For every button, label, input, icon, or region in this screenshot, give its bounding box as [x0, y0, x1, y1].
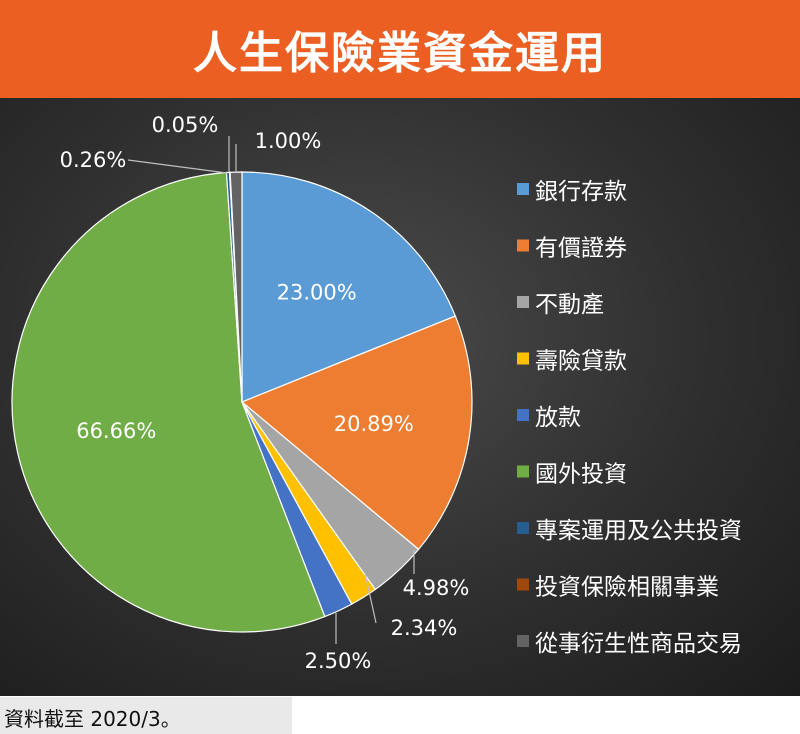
data-label: 0.05% [152, 113, 219, 137]
legend-label: 不動產 [535, 292, 604, 318]
legend-label: 專案運用及公共投資 [535, 518, 742, 544]
legend-label: 有價證券 [535, 236, 627, 262]
pie-slice [240, 315, 473, 551]
leader-line [127, 159, 228, 174]
pie-slice [229, 171, 243, 403]
data-label: 0.26% [60, 148, 127, 172]
data-label: 66.66% [76, 419, 156, 443]
legend-label: 銀行存款 [535, 179, 627, 205]
data-labels: 23.00% 20.89% 4.98% 2.34% 2.50% 66.66% 0.26% 0.… [60, 113, 470, 673]
pie-chart: 23.00% 20.89% 4.98% 2.34% 2.50% 66.66% 0.26% 0.… [11, 113, 742, 673]
legend-label: 投資保險相關事業 [535, 575, 719, 601]
data-label: 1.00% [255, 129, 322, 153]
pie-slice [11, 171, 326, 633]
legend-label: 從事衍生性商品交易 [535, 631, 742, 657]
legend-swatch [517, 522, 529, 534]
legend-swatch [517, 352, 529, 365]
legend-label: 放款 [535, 405, 581, 431]
legend-swatch [517, 296, 529, 308]
legend-swatch [517, 239, 529, 252]
data-label: 20.89% [334, 412, 414, 436]
data-label: 2.34% [391, 616, 458, 640]
pie-slice [241, 171, 457, 403]
leader-line [364, 572, 377, 624]
chart-panel: 23.00% 20.89% 4.98% 2.34% 2.50% 66.66% 0.26% 0.… [0, 98, 800, 696]
leader-lines [127, 136, 415, 644]
data-label: 23.00% [277, 280, 357, 304]
chart-title: 人生保險業資金運用 [193, 28, 607, 79]
legend-swatch [517, 465, 529, 478]
legend-swatch [517, 409, 529, 421]
legend-swatch [517, 183, 529, 195]
pie-slices [11, 171, 473, 633]
legend: 銀行存款有價證券不動產壽險貸款放款國外投資專案運用及公共投資投資保險相關事業從事… [517, 179, 742, 657]
data-label: 2.50% [305, 649, 372, 673]
legend-swatch [517, 635, 529, 647]
legend-label: 國外投資 [535, 462, 627, 488]
legend-label: 壽險貸款 [535, 349, 627, 375]
data-label: 4.98% [403, 576, 470, 600]
footnote: 資料截至 2020/3。 [4, 707, 181, 731]
footnote-box: 資料截至 2020/3。 [0, 697, 292, 734]
title-banner: 人生保險業資金運用 [0, 0, 800, 98]
legend-swatch [517, 578, 529, 591]
